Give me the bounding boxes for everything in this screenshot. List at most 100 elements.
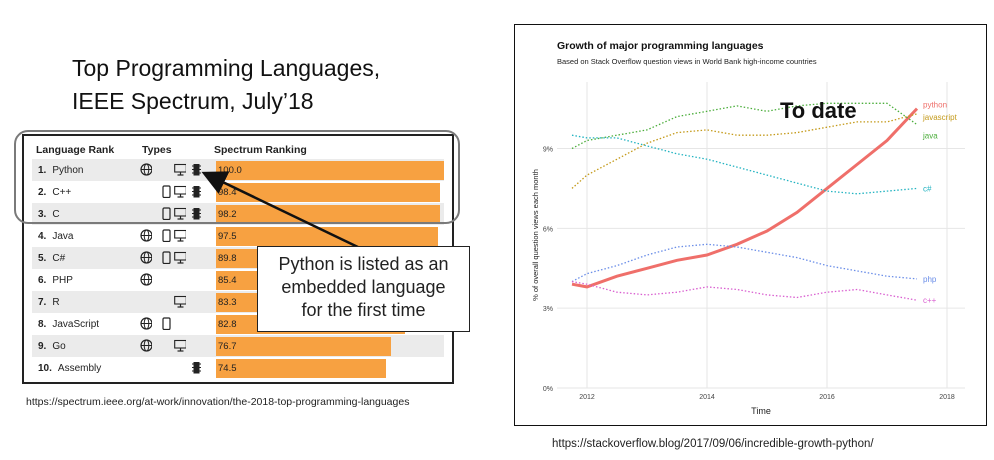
type-icons [140,251,212,265]
table-row[interactable]: 1. Python 100.0 [32,159,444,181]
type-icons [140,361,212,375]
x-tick-label: 2014 [699,394,715,401]
rank-number: 5. [38,253,47,264]
language-name: 7. R [38,297,60,308]
language-name: 6. PHP [38,275,73,286]
series-label: python [923,101,947,110]
web-icon [140,229,152,242]
language-label: C++ [52,187,72,198]
callout-line-2: embedded language [281,277,446,297]
series-line-javascript [571,113,918,189]
series-line-csharp [571,134,918,195]
ranking-bar [216,183,441,202]
ieee-source-link[interactable]: https://spectrum.ieee.org/at-work/innova… [26,396,410,408]
chart-title: Growth of major programming languages [557,40,764,52]
ieee-title: Top Programming Languages, IEEE Spectrum… [72,52,380,118]
mobile-icon [162,251,171,264]
rank-number: 10. [38,363,52,374]
callout-line-3: for the first time [301,300,426,320]
language-name: 10. Assembly [38,363,101,374]
ranking-score: 97.5 [218,231,237,242]
ranking-score: 83.3 [218,297,237,308]
ranking-bar [216,205,440,224]
type-icons [140,273,212,287]
language-name: 8. JavaScript [38,319,99,330]
mobile-icon [162,185,171,198]
type-icons [140,229,212,243]
series-label: java [922,132,938,141]
rank-number: 4. [38,231,47,242]
web-icon [140,339,152,352]
table-row[interactable]: 3. C 98.2 [32,203,444,225]
header-language-rank: Language Rank [36,144,115,156]
series-label: php [923,275,937,284]
series-line-java [571,102,918,150]
ranking-bar [216,227,439,246]
language-label: R [52,297,60,308]
series-label: javascript [922,113,958,122]
desktop-icon [174,229,186,242]
ranking-score: 82.8 [218,319,237,330]
y-tick-label: 3% [543,306,553,313]
ranking-bar [216,161,444,180]
stackoverflow-source-link[interactable]: https://stackoverflow.blog/2017/09/06/in… [552,438,874,450]
ranking-score: 76.7 [218,341,237,352]
ieee-title-line-1: Top Programming Languages, [72,55,381,81]
rank-number: 9. [38,341,47,352]
ranking-score: 85.4 [218,275,237,286]
type-icons [140,185,212,199]
series-label: c# [923,184,932,193]
x-tick-label: 2018 [939,394,955,401]
language-label: C# [52,253,66,264]
ranking-score: 74.5 [218,363,237,374]
language-label: Python [52,165,84,176]
web-icon [140,317,152,330]
table-row[interactable]: 4. Java 97.5 [32,225,444,247]
language-name: 5. C# [38,253,65,264]
desktop-icon [174,295,186,308]
y-axis-label: % of overall question views each month [531,169,540,301]
embedded-icon [192,208,201,220]
web-icon [140,251,152,264]
x-axis-label: Time [751,406,771,416]
chart-subtitle: Based on Stack Overflow question views i… [557,57,817,66]
series-label: c++ [923,296,937,305]
mobile-icon [162,317,171,330]
table-row[interactable]: 10. Assembly 74.5 [32,357,444,379]
language-label: JavaScript [52,319,100,330]
mobile-icon [162,229,171,242]
desktop-icon [174,207,186,220]
rank-number: 2. [38,187,47,198]
language-label: Assembly [57,363,102,374]
embedded-icon [192,164,201,176]
rank-number: 1. [38,165,47,176]
series-line-php [571,243,918,283]
rank-number: 8. [38,319,47,330]
desktop-icon [174,339,186,352]
language-label: Go [52,341,66,352]
language-name: 9. Go [38,341,66,352]
to-date-label: To date [780,98,857,123]
x-tick-label: 2012 [579,394,595,401]
mobile-icon [162,207,171,220]
ranking-score: 98.2 [218,209,237,220]
type-icons [140,339,212,353]
type-icons [140,207,212,221]
desktop-icon [174,251,186,264]
table-header: Language Rank Types Spectrum Ranking [24,136,452,157]
y-tick-label: 6% [543,226,553,233]
header-types: Types [142,144,172,156]
desktop-icon [174,185,186,198]
ranking-score: 89.8 [218,253,237,264]
y-tick-label: 0% [543,386,553,393]
web-icon [140,273,152,286]
ranking-score: 100.0 [218,165,242,176]
embedded-icon [192,186,201,198]
table-row[interactable]: 9. Go 76.7 [32,335,444,357]
type-icons [140,163,212,177]
series-line-python [571,107,919,289]
ranking-bar [216,359,386,378]
x-tick-label: 2016 [819,394,835,401]
type-icons [140,317,212,331]
